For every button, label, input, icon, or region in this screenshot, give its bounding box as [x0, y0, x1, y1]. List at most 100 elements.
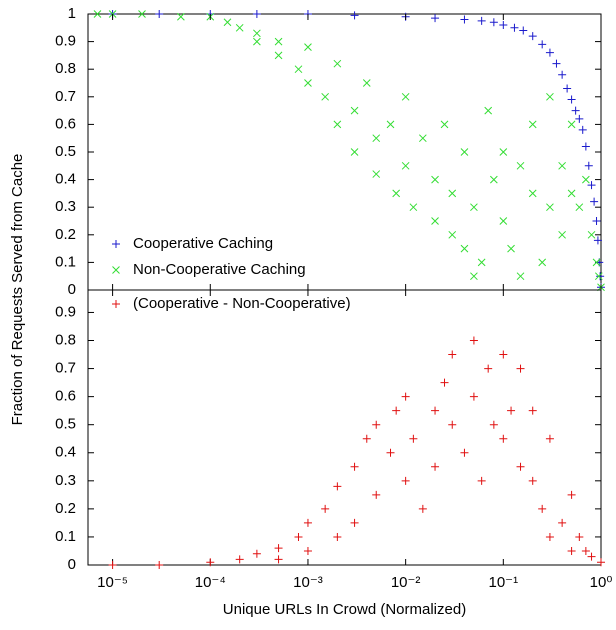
- data-point: [386, 448, 395, 457]
- data-point: [499, 434, 508, 443]
- data-point: [546, 92, 554, 101]
- y-tick-label: 0.1: [55, 528, 76, 545]
- data-point: [592, 258, 601, 267]
- y-tick-label: 0.8: [55, 60, 76, 77]
- data-point: [460, 244, 469, 253]
- data-point: [333, 482, 342, 491]
- data-point: [274, 544, 283, 553]
- data-point: [333, 59, 342, 68]
- y-tick-label: 0.7: [55, 360, 76, 377]
- plot-frame: [87, 289, 602, 566]
- data-point: [401, 392, 410, 401]
- data-point: [516, 272, 525, 281]
- data-point: [431, 175, 439, 184]
- data-point: [567, 120, 576, 129]
- y-tick-label: 0.6: [55, 115, 76, 132]
- data-point: [545, 532, 554, 541]
- y-tick-label: 0.6: [55, 388, 76, 405]
- data-point: [401, 92, 410, 101]
- data-point: [516, 462, 525, 471]
- data-point: [558, 161, 566, 170]
- data-point: [575, 114, 584, 123]
- data-point: [223, 18, 232, 27]
- data-point: [392, 189, 401, 198]
- data-point: [538, 258, 547, 267]
- y-tick-label: 0.4: [55, 444, 76, 461]
- data-point: [253, 29, 261, 38]
- data-point: [575, 532, 584, 541]
- y-tick-label: 0: [68, 281, 76, 298]
- data-point: [597, 558, 605, 567]
- data-point: [538, 40, 547, 49]
- data-point: [582, 175, 590, 184]
- data-point: [469, 392, 478, 401]
- data-point: [477, 258, 486, 267]
- legend-label: Cooperative Caching: [133, 235, 273, 252]
- data-point: [528, 406, 537, 415]
- y-tick-label: 0.5: [55, 416, 76, 433]
- data-point: [274, 51, 283, 60]
- data-point: [584, 161, 593, 170]
- data-point: [528, 476, 537, 485]
- legend-marker: [112, 266, 120, 274]
- data-point: [448, 350, 457, 359]
- data-point: [333, 532, 342, 541]
- data-point: [484, 364, 493, 373]
- data-point: [350, 11, 359, 20]
- x-axis-label: Unique URLs In Crowd (Normalized): [223, 601, 466, 618]
- y-tick-label: 0.7: [55, 88, 76, 105]
- y-axis-label: Fraction of Requests Served from Cache: [9, 154, 26, 426]
- data-point: [274, 37, 283, 46]
- data-point: [362, 79, 371, 87]
- x-tick-label: 10⁻²: [391, 574, 421, 591]
- data-point: [538, 504, 547, 513]
- data-point: [558, 70, 567, 79]
- data-point: [448, 189, 457, 198]
- data-point: [235, 555, 244, 564]
- data-point: [489, 175, 498, 184]
- data-point: [567, 490, 576, 499]
- data-point: [499, 148, 508, 156]
- data-point: [386, 120, 395, 129]
- x-tick-label: 10⁰: [590, 574, 613, 591]
- data-point: [108, 561, 117, 569]
- data-point: [460, 448, 469, 457]
- data-point: [431, 462, 440, 471]
- data-point: [510, 23, 519, 32]
- y-tick-label: 0.1: [55, 253, 76, 270]
- data-point: [594, 272, 603, 281]
- data-point: [596, 272, 605, 281]
- data-point: [499, 350, 508, 359]
- x-tick-label: 10⁻⁵: [97, 574, 128, 591]
- data-point: [545, 48, 554, 57]
- data-point: [499, 21, 508, 30]
- data-point: [294, 532, 303, 541]
- data-point: [372, 170, 381, 178]
- data-point: [567, 95, 576, 104]
- data-point: [516, 161, 525, 170]
- data-point: [587, 552, 596, 561]
- y-tick-label: 0.2: [55, 500, 76, 517]
- data-point: [477, 16, 486, 25]
- data-point: [470, 272, 478, 281]
- x-tick-label: 10⁻⁴: [195, 574, 226, 591]
- data-point: [303, 518, 312, 527]
- data-point: [558, 230, 566, 239]
- data-point: [409, 203, 418, 212]
- data-point: [448, 230, 457, 239]
- legend-label: (Cooperative - Non-Cooperative): [133, 295, 351, 312]
- legend-label: Non-Cooperative Caching: [133, 261, 306, 278]
- y-tick-label: 0.9: [55, 33, 76, 50]
- data-point: [401, 476, 410, 485]
- data-point: [431, 217, 439, 225]
- data-point: [252, 549, 261, 558]
- data-point: [252, 10, 261, 18]
- data-point: [155, 10, 164, 18]
- data-point: [552, 59, 561, 68]
- data-point: [235, 23, 244, 32]
- y-tick-label: 0.8: [55, 331, 76, 348]
- y-tick-label: 0.4: [55, 171, 76, 188]
- data-point: [350, 462, 359, 471]
- data-point: [590, 197, 599, 206]
